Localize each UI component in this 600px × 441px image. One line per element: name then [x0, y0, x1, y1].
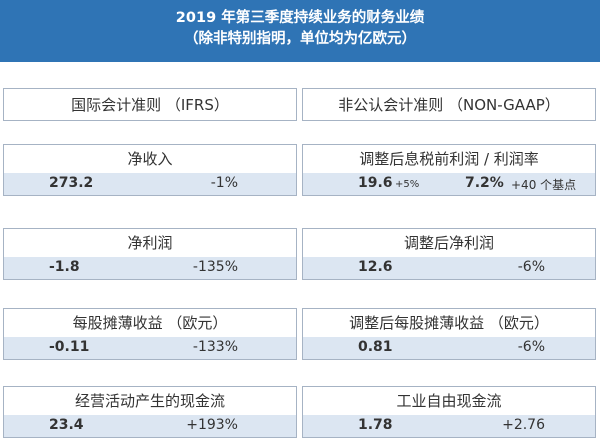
industrial-free-cash-flow-label: 工业自由现金流 [396, 392, 502, 410]
net-income-card: 净利润 -1.8 -135% [3, 228, 297, 280]
adj-net-income-change: -6% [517, 259, 545, 275]
non-gaap-label: 非公认会计准则 （NON-GAAP） [338, 96, 560, 114]
eps-change: -133% [192, 339, 238, 355]
eps-row: -0.11 -133% [4, 337, 296, 359]
net-income-label: 净利润 [127, 234, 173, 252]
header-title: 2019 年第三季度持续业务的财务业绩 [175, 10, 425, 26]
adj-ebit-card: 调整后息税前利润 / 利润率 19.6 +5% 7.2% +40 个基点 [302, 144, 596, 196]
adj-eps-change: -6% [517, 339, 545, 355]
net-income-change: -135% [192, 259, 238, 275]
operating-cash-flow-change: +193% [186, 417, 238, 433]
revenue-label: 净收入 [127, 150, 173, 168]
eps-label: 每股摊薄收益 （欧元） [72, 314, 228, 332]
ifrs-label: 国际会计准则 （IFRS） [71, 96, 229, 114]
adj-net-income-row: 12.6 -6% [303, 257, 595, 279]
eps-value: -0.11 [49, 339, 90, 355]
net-income-value: -1.8 [49, 259, 80, 275]
revenue-row: 273.2 -1% [4, 173, 296, 195]
adj-ebit-value: 19.6 [358, 175, 393, 191]
operating-cash-flow-value: 23.4 [49, 417, 84, 433]
header-banner: 2019 年第三季度持续业务的财务业绩 （除非特别指明，单位均为亿欧元） [0, 0, 600, 62]
adj-net-income-value: 12.6 [358, 259, 393, 275]
operating-cash-flow-card: 经营活动产生的现金流 23.4 +193% [3, 386, 297, 438]
adj-ebit-margin: 7.2% [465, 175, 504, 191]
operating-cash-flow-row: 23.4 +193% [4, 415, 296, 437]
adj-ebit-value-change: +5% [395, 179, 420, 190]
industrial-free-cash-flow-row: 1.78 +2.76 [303, 415, 595, 437]
industrial-free-cash-flow-change: +2.76 [502, 417, 545, 433]
industrial-free-cash-flow-card: 工业自由现金流 1.78 +2.76 [302, 386, 596, 438]
non-gaap-label-box: 非公认会计准则 （NON-GAAP） [302, 88, 596, 121]
adj-eps-card: 调整后每股摊薄收益 （欧元） 0.81 -6% [302, 308, 596, 360]
revenue-change: -1% [210, 175, 238, 191]
adj-ebit-label: 调整后息税前利润 / 利润率 [359, 150, 539, 168]
revenue-value: 273.2 [49, 175, 94, 191]
adj-ebit-row: 19.6 +5% 7.2% +40 个基点 [303, 173, 595, 195]
adj-eps-value: 0.81 [358, 339, 393, 355]
adj-eps-label: 调整后每股摊薄收益 （欧元） [349, 314, 549, 332]
adj-net-income-card: 调整后净利润 12.6 -6% [302, 228, 596, 280]
industrial-free-cash-flow-value: 1.78 [358, 417, 393, 433]
operating-cash-flow-label: 经营活动产生的现金流 [74, 392, 225, 410]
adj-net-income-label: 调整后净利润 [403, 234, 494, 252]
adj-eps-row: 0.81 -6% [303, 337, 595, 359]
ifrs-label-box: 国际会计准则 （IFRS） [3, 88, 297, 121]
header-subtitle: （除非特别指明，单位均为亿欧元） [184, 31, 416, 47]
net-income-row: -1.8 -135% [4, 257, 296, 279]
adj-ebit-margin-change: +40 个基点 [511, 178, 577, 192]
revenue-card: 净收入 273.2 -1% [3, 144, 297, 196]
eps-card: 每股摊薄收益 （欧元） -0.11 -133% [3, 308, 297, 360]
